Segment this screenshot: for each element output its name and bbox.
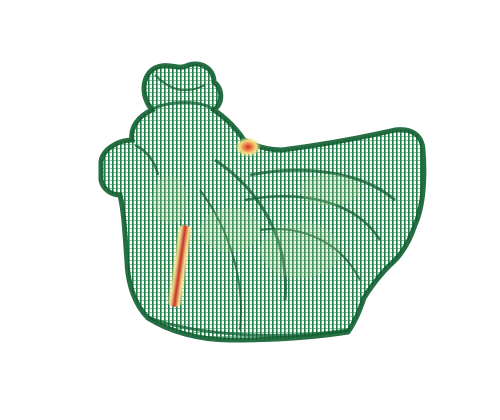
neck-hotspot — [235, 137, 261, 157]
mesh-contour — [214, 158, 288, 301]
mesh-light-patch — [152, 176, 188, 224]
mesh-light-patch — [300, 174, 360, 206]
mesh-detail — [134, 74, 396, 337]
mesh-contour — [149, 101, 216, 112]
chest-hotspot — [167, 225, 193, 307]
mesh-contour — [154, 74, 206, 92]
mesh-contour — [244, 195, 382, 241]
mesh-contour — [134, 143, 160, 176]
mesh-light-patch — [200, 208, 260, 252]
mesh-contour — [199, 189, 242, 331]
mesh-contour — [249, 168, 396, 202]
mesh-light-patch — [260, 222, 340, 278]
